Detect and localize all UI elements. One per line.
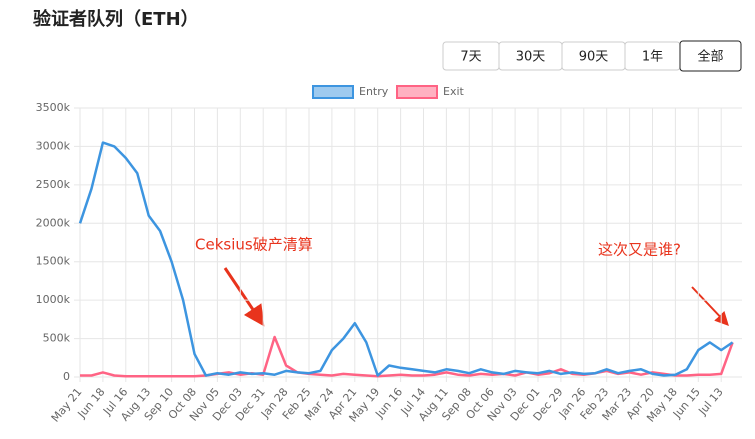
y-tick-label: 1000k [36,293,71,306]
annotation: 这次又是谁? [598,241,681,259]
x-tick-label: May 21 [49,386,85,425]
range-button-label[interactable]: 全部 [697,49,723,65]
chart-title: 验证者队列（ETH） [33,8,199,30]
range-button-label[interactable]: 7天 [460,50,481,65]
series-line [78,141,734,377]
range-button-label[interactable]: 1年 [642,50,663,65]
range-button-label[interactable]: 30天 [516,50,546,65]
y-tick-label: 0 [63,370,70,383]
legend-label[interactable]: Entry [359,85,389,98]
y-tick-label: 500k [43,332,71,345]
x-tick-label: Jul 13 [695,385,725,418]
arrow [691,286,729,327]
y-tick-label: 2500k [36,178,71,191]
range-button-label[interactable]: 90天 [579,50,609,65]
legend-label[interactable]: Exit [443,85,465,98]
arrow [223,267,265,327]
range-button[interactable] [679,40,742,72]
y-tick-label: 3500k [36,101,71,114]
y-tick-label: 1500k [36,255,71,268]
y-tick-label: 3000k [36,139,71,152]
legend-swatch[interactable] [312,85,354,99]
annotation: Ceksius破产清算 [195,236,313,254]
legend-swatch[interactable] [396,85,438,99]
y-tick-label: 2000k [36,216,71,229]
